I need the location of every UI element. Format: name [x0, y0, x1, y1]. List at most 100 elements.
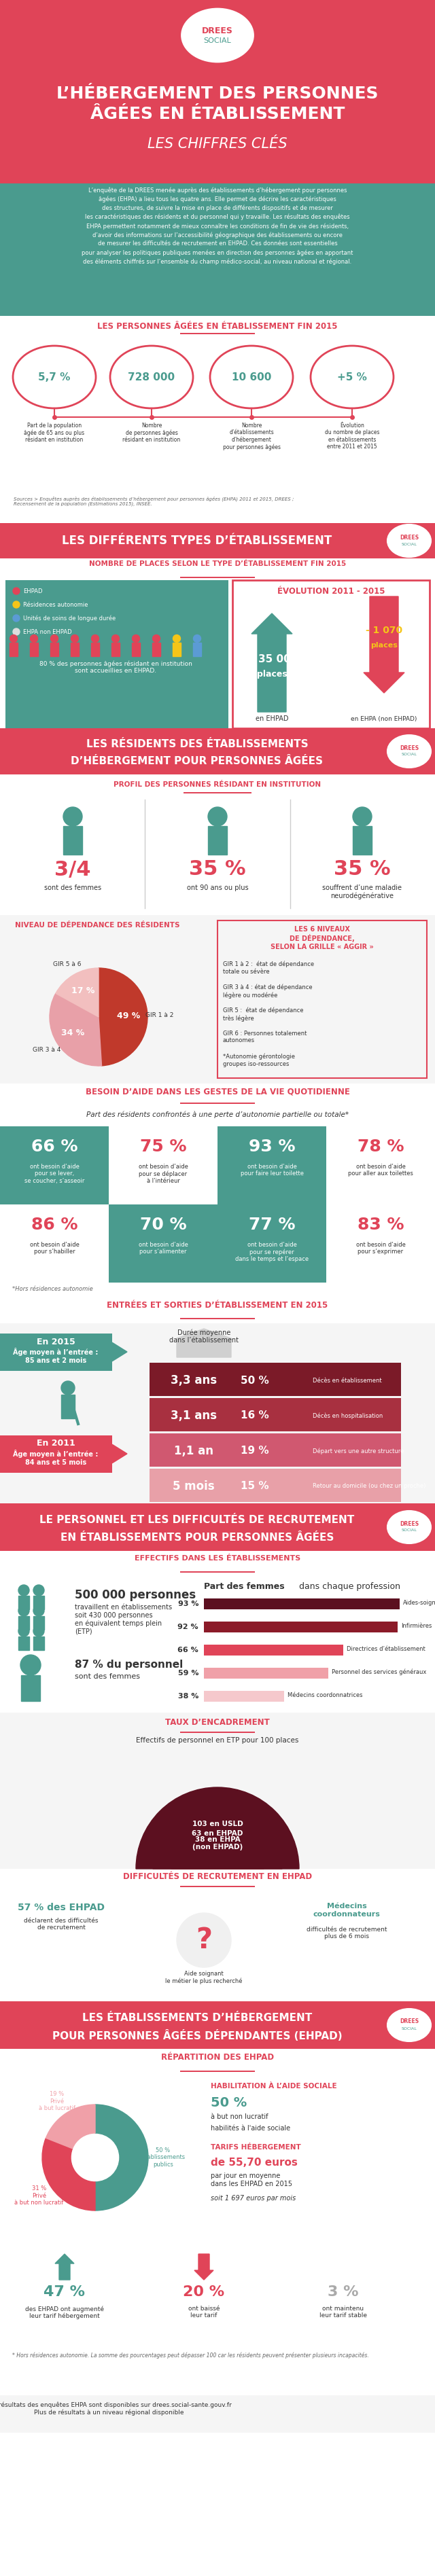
Text: 35 %: 35 % [334, 860, 391, 878]
Text: 49 %: 49 % [117, 1012, 141, 1020]
Bar [326, 1126, 435, 1206]
Text: GIR 5 à 6: GIR 5 à 6 [54, 961, 81, 969]
Text: LES 6 NIVEAUX
DE DÉPENDANCE,
SELON LA GRILLE « AGGIR »: LES 6 NIVEAUX DE DÉPENDANCE, SELON LA GR… [271, 925, 374, 951]
Bar [0, 183, 435, 317]
Ellipse shape [177, 1914, 231, 1968]
Ellipse shape [50, 634, 58, 641]
Text: PROFIL DES PERSONNES RÉSIDANT EN INSTITUTION: PROFIL DES PERSONNES RÉSIDANT EN INSTITU… [114, 781, 321, 788]
Text: EHPAD: EHPAD [23, 587, 43, 595]
Bar [218, 1206, 326, 1283]
Wedge shape [56, 969, 99, 1018]
Bar [326, 1206, 435, 1283]
Text: Nombre
de personnes âgées
résidant en institution: Nombre de personnes âgées résidant en in… [123, 422, 181, 443]
Text: LES PERSONNES ÂGÉES EN ÉTABLISSEMENT FIN 2015: LES PERSONNES ÂGÉES EN ÉTABLISSEMENT FIN… [97, 322, 338, 330]
Text: +5 %: +5 % [337, 371, 367, 381]
FancyArrow shape [251, 613, 292, 711]
Text: 728 000: 728 000 [128, 371, 175, 381]
Text: GIR 1 à 2 :  état de dépendance
totale ou sévère: GIR 1 à 2 : état de dépendance totale ou… [223, 961, 314, 974]
Text: D’HÉBERGEMENT POUR PERSONNES ÂGÉES: D’HÉBERGEMENT POUR PERSONNES ÂGÉES [71, 757, 323, 768]
Bar [150, 1432, 401, 1466]
Text: *Autonomie gérontologie
groupes iso-ressources: *Autonomie gérontologie groupes iso-ress… [223, 1054, 295, 1066]
Bar [0, 2002, 435, 2048]
Ellipse shape [71, 634, 78, 641]
Text: ont besoin d’aide
pour s’exprimer: ont besoin d’aide pour s’exprimer [356, 1242, 405, 1255]
Bar [21, 1674, 40, 1700]
Bar [0, 1435, 112, 1473]
Bar [61, 1394, 75, 1419]
Text: 66 %: 66 % [177, 1646, 198, 1654]
Text: 19 %: 19 % [241, 1445, 269, 1455]
Ellipse shape [132, 634, 140, 641]
Text: Nombre
d’établissements
d’hébergement
pour personnes âgées: Nombre d’établissements d’hébergement po… [223, 422, 281, 451]
Text: 57 % des EHPAD: 57 % des EHPAD [18, 1904, 105, 1911]
Wedge shape [153, 1803, 282, 1868]
Text: Infirmières: Infirmières [401, 1623, 432, 1628]
Text: Part des femmes: Part des femmes [204, 1582, 284, 1592]
Text: L’HÉBERGEMENT DES PERSONNES: L’HÉBERGEMENT DES PERSONNES [57, 85, 378, 103]
Bar [0, 1504, 435, 1551]
Text: ENTRÉES ET SORTIES D’ÉTABLISSEMENT EN 2015: ENTRÉES ET SORTIES D’ÉTABLISSEMENT EN 20… [107, 1301, 328, 1309]
Text: en EHPA (non EHPAD): en EHPA (non EHPAD) [351, 716, 417, 721]
Text: LES DIFFÉRENTS TYPES D’ÉTABLISSEMENT: LES DIFFÉRENTS TYPES D’ÉTABLISSEMENT [62, 536, 332, 546]
Bar [0, 1324, 435, 1504]
Wedge shape [99, 969, 147, 1066]
Bar [204, 1643, 343, 1656]
Bar [232, 580, 430, 729]
Bar [204, 1667, 328, 1680]
Text: NOMBRE DE PLACES SELON LE TYPE D’ÉTABLISSEMENT FIN 2015: NOMBRE DE PLACES SELON LE TYPE D’ÉTABLIS… [89, 562, 346, 567]
Bar [70, 641, 79, 657]
Bar [208, 827, 227, 855]
Ellipse shape [91, 634, 99, 641]
Text: 70 %: 70 % [140, 1216, 187, 1234]
Text: 80 % des personnes âgées résidant en institution
sont accueillies en EHPAD.: 80 % des personnes âgées résidant en ins… [39, 659, 192, 675]
Text: DIFFICULTÉS DE RECRUTEMENT EN EHPAD: DIFFICULTÉS DE RECRUTEMENT EN EHPAD [123, 1873, 312, 1880]
Bar [150, 1399, 401, 1432]
Text: GIR 3 à 4 : état de dépendance
légère ou modérée: GIR 3 à 4 : état de dépendance légère ou… [223, 984, 312, 999]
Circle shape [13, 587, 20, 595]
Bar [0, 1577, 435, 1713]
Text: 47 %: 47 % [44, 2285, 85, 2298]
Text: EN ÉTABLISSEMENTS POUR PERSONNES ÂGÉES: EN ÉTABLISSEMENTS POUR PERSONNES ÂGÉES [60, 1533, 334, 1543]
Text: SOCIAL: SOCIAL [402, 2027, 417, 2030]
FancyArrow shape [364, 598, 405, 693]
Ellipse shape [18, 1584, 29, 1595]
Bar [18, 1636, 29, 1651]
Text: DREES: DREES [400, 533, 419, 541]
Bar [204, 1600, 400, 1610]
Text: 19 %
Privé
à but lucratif: 19 % Privé à but lucratif [39, 2092, 75, 2112]
Text: 50 %: 50 % [211, 2097, 247, 2110]
Ellipse shape [173, 634, 181, 641]
Bar [33, 1636, 44, 1651]
Bar [0, 1888, 435, 2002]
Text: 38 %: 38 % [178, 1692, 198, 1700]
Bar [33, 1615, 44, 1631]
Wedge shape [46, 2105, 95, 2148]
Bar [63, 827, 82, 855]
Ellipse shape [33, 1605, 44, 1615]
Ellipse shape [153, 634, 160, 641]
Bar [0, 914, 435, 1084]
Ellipse shape [112, 634, 119, 641]
Bar [150, 1468, 401, 1502]
Text: SOCIAL: SOCIAL [204, 39, 231, 44]
Ellipse shape [10, 634, 17, 641]
Bar [0, 1868, 435, 1888]
Text: Durée moyenne
dans l’établissement: Durée moyenne dans l’établissement [169, 1329, 238, 1345]
Wedge shape [95, 2105, 148, 2210]
Text: Part des résidents confrontés à une perte d’autonomie partielle ou totale*: Part des résidents confrontés à une pert… [86, 1110, 349, 1118]
Ellipse shape [30, 634, 38, 641]
Text: GIR 1 à 2: GIR 1 à 2 [146, 1012, 174, 1018]
Text: Évolution
du nombre de places
en établissements
entre 2011 et 2015: Évolution du nombre de places en établis… [325, 422, 379, 451]
Text: TAUX D’ENCADREMENT: TAUX D’ENCADREMENT [165, 1718, 270, 1726]
Text: + 35 000: + 35 000 [246, 654, 298, 665]
Bar [33, 1595, 44, 1610]
Text: Unités de soins de longue durée: Unités de soins de longue durée [23, 616, 116, 621]
Text: 35 %: 35 % [189, 860, 246, 878]
Text: GIR 6 : Personnes totalement
autonomes: GIR 6 : Personnes totalement autonomes [223, 1030, 307, 1043]
Text: 83 %: 83 % [357, 1216, 404, 1234]
Text: Les résultats des enquêtes EHPA sont disponibles sur drees.social-sante.gouv.fr
: Les résultats des enquêtes EHPA sont dis… [0, 2401, 231, 2416]
Text: EHPA non EHPAD: EHPA non EHPAD [23, 629, 72, 634]
Text: DREES: DREES [400, 1520, 419, 1528]
Text: en EHPAD: en EHPAD [255, 716, 288, 721]
Text: déclarent des difficultés
de recrutement: déclarent des difficultés de recrutement [24, 1917, 98, 1932]
